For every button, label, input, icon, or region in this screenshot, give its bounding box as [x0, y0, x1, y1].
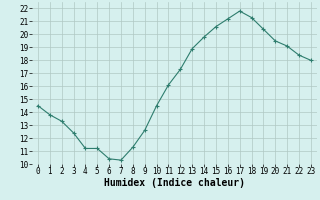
X-axis label: Humidex (Indice chaleur): Humidex (Indice chaleur)	[104, 178, 245, 188]
